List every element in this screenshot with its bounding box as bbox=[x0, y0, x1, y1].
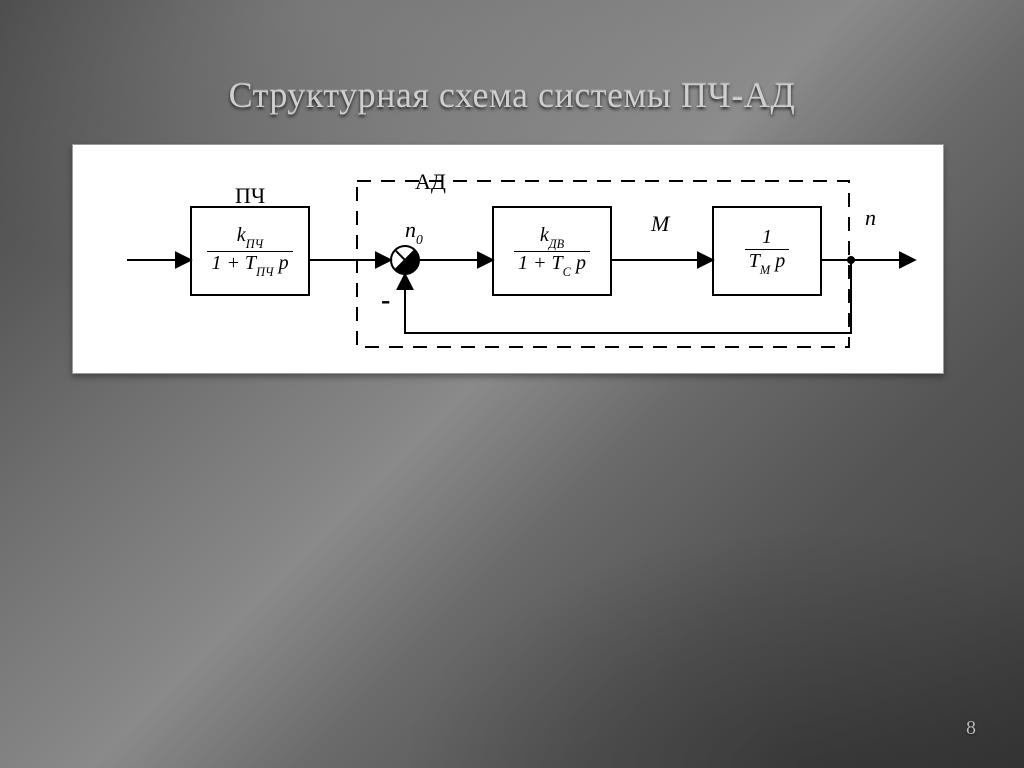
label-n: n bbox=[865, 205, 876, 231]
slide: Структурная схема системы ПЧ-АД bbox=[0, 0, 1024, 768]
label-ad: АД bbox=[415, 169, 446, 195]
label-M: M bbox=[651, 211, 669, 237]
block-dv-content: kДВ 1 + TC p bbox=[493, 207, 611, 295]
block-int-content: 1 TM p bbox=[713, 207, 821, 295]
block-int-den: TM p bbox=[745, 249, 789, 275]
block-diagram: kПЧ 1 + TПЧ p kДВ 1 + TC p 1 TM p ПЧ АД … bbox=[72, 144, 944, 374]
block-dv-num: kДВ bbox=[514, 225, 590, 250]
block-dv-den: 1 + TC p bbox=[514, 251, 590, 277]
label-n0: n0 bbox=[405, 217, 423, 246]
block-pch-den: 1 + TПЧ p bbox=[207, 251, 292, 277]
label-pch: ПЧ bbox=[235, 183, 265, 209]
block-pch-content: kПЧ 1 + TПЧ p bbox=[191, 207, 309, 295]
label-minus: - bbox=[381, 285, 390, 317]
block-pch-num: kПЧ bbox=[207, 225, 292, 250]
block-int-num: 1 bbox=[745, 227, 789, 249]
page-number: 8 bbox=[966, 717, 976, 740]
summing-junction bbox=[391, 246, 419, 274]
slide-title: Структурная схема системы ПЧ-АД bbox=[0, 74, 1024, 116]
